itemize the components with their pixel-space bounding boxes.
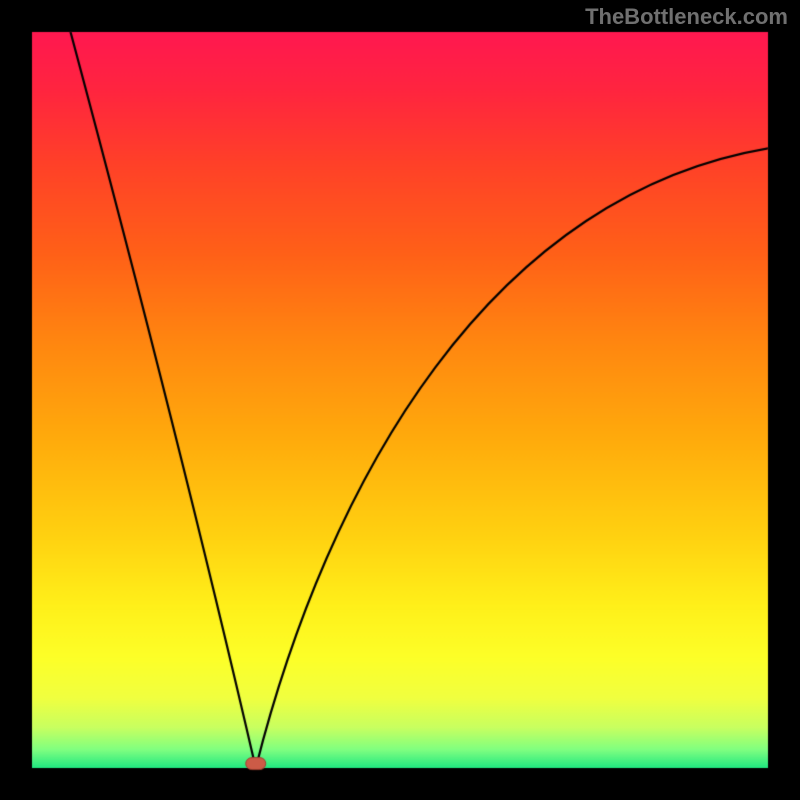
bottleneck-curve [0, 0, 800, 800]
watermark-label: TheBottleneck.com [585, 4, 788, 30]
chart-stage: TheBottleneck.com [0, 0, 800, 800]
